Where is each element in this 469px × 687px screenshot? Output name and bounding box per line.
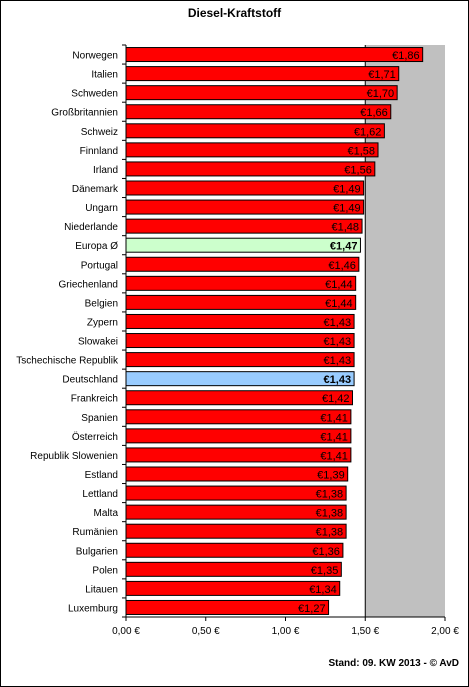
bar-0 <box>125 47 424 63</box>
bar-22 <box>125 466 349 482</box>
category-label: Spanien <box>81 413 118 424</box>
category-label: Schweiz <box>81 127 118 138</box>
x-tick-label: 1,00 € <box>272 626 300 637</box>
category-label: Malta <box>94 508 119 519</box>
category-label: Rumänien <box>72 527 118 538</box>
value-label: €1,27 <box>298 603 326 615</box>
category-label: Griechenland <box>59 279 118 290</box>
category-label: Europa Ø <box>75 241 118 252</box>
category-label: Estland <box>85 470 118 481</box>
category-label: Republik Slowenien <box>30 451 118 462</box>
value-label: €1,41 <box>320 450 348 462</box>
bar-4 <box>125 123 385 139</box>
category-label: Niederlande <box>64 222 118 233</box>
value-label: €1,70 <box>367 88 395 100</box>
value-label: €1,58 <box>347 145 375 157</box>
value-label: €1,86 <box>392 50 420 62</box>
value-label: €1,38 <box>316 527 344 539</box>
value-label: €1,42 <box>322 393 350 405</box>
chart-title: Diesel-Kraftstoff <box>187 6 282 20</box>
category-label: Tschechische Republik <box>16 356 119 367</box>
footer-stand: Stand: 09. KW 2013 - © AvD <box>328 658 459 669</box>
bar-19 <box>125 409 352 425</box>
bar-14 <box>125 313 355 329</box>
bar-15 <box>125 333 355 349</box>
value-label: €1,47 <box>330 241 358 253</box>
value-label: €1,43 <box>324 336 352 348</box>
x-tick-label: 1,50 € <box>351 626 379 637</box>
category-label: Schweden <box>71 89 118 100</box>
value-label: €1,35 <box>311 565 339 577</box>
x-tick-label: 2,00 € <box>431 626 459 637</box>
value-label: €1,36 <box>312 546 340 558</box>
value-label: €1,49 <box>333 184 361 196</box>
bar-8 <box>125 199 365 215</box>
bar-24 <box>125 504 347 520</box>
bar-12 <box>125 275 357 291</box>
bar-5 <box>125 142 379 158</box>
category-label: Finnland <box>80 146 118 157</box>
bar-6 <box>125 161 376 177</box>
value-label: €1,34 <box>309 584 337 596</box>
category-label: Dänemark <box>72 184 119 195</box>
bar-13 <box>125 294 357 310</box>
value-label: €1,62 <box>354 126 382 138</box>
category-label: Polen <box>92 565 118 576</box>
value-label: €1,49 <box>333 203 361 215</box>
category-label: Belgien <box>85 298 118 309</box>
value-label: €1,46 <box>328 260 356 272</box>
bar-28 <box>125 580 341 596</box>
value-label: €1,43 <box>324 374 352 386</box>
category-label: Norwegen <box>72 51 118 62</box>
category-label: Slowakei <box>78 337 118 348</box>
plot-area-shaded <box>365 45 445 617</box>
category-label: Luxemburg <box>68 603 118 614</box>
bar-1 <box>125 66 400 82</box>
bar-25 <box>125 523 347 539</box>
plot-area <box>126 45 366 617</box>
value-label: €1,39 <box>317 470 345 482</box>
bar-7 <box>125 180 365 196</box>
bar-2 <box>125 85 398 101</box>
bar-18 <box>125 390 353 406</box>
category-label: Frankreich <box>71 394 118 405</box>
category-label: Zypern <box>87 317 118 328</box>
value-label: €1,48 <box>332 222 360 234</box>
x-tick-label: 0,50 € <box>192 626 220 637</box>
bar-27 <box>125 561 342 577</box>
bar-3 <box>125 104 392 120</box>
bar-9 <box>125 218 363 234</box>
category-label: Ungarn <box>85 203 118 214</box>
value-label: €1,56 <box>344 164 372 176</box>
category-label: Großbritannien <box>51 108 118 119</box>
bar-20 <box>125 428 352 444</box>
value-label: €1,43 <box>324 355 352 367</box>
bar-17 <box>125 371 355 387</box>
bar-10 <box>125 237 361 253</box>
category-label: Portugal <box>81 260 118 271</box>
value-label: €1,38 <box>316 508 344 520</box>
value-label: €1,44 <box>325 298 353 310</box>
value-label: €1,41 <box>320 412 348 424</box>
category-label: Österreich <box>72 431 118 443</box>
bar-11 <box>125 256 360 272</box>
x-tick-label: 0,00 € <box>112 626 140 637</box>
category-label: Italien <box>91 70 118 81</box>
category-label: Deutschland <box>62 375 118 386</box>
category-label: Irland <box>93 165 118 176</box>
value-label: €1,44 <box>325 279 353 291</box>
bar-16 <box>125 352 355 368</box>
value-label: €1,41 <box>320 431 348 443</box>
value-label: €1,43 <box>324 317 352 329</box>
bar-21 <box>125 447 352 463</box>
category-label: Lettland <box>82 489 118 500</box>
category-label: Litauen <box>85 584 118 595</box>
category-label: Bulgarien <box>76 546 118 557</box>
value-label: €1,71 <box>368 69 396 81</box>
value-label: €1,38 <box>316 489 344 501</box>
bar-26 <box>125 542 344 558</box>
bar-23 <box>125 485 347 501</box>
value-label: €1,66 <box>360 107 388 119</box>
